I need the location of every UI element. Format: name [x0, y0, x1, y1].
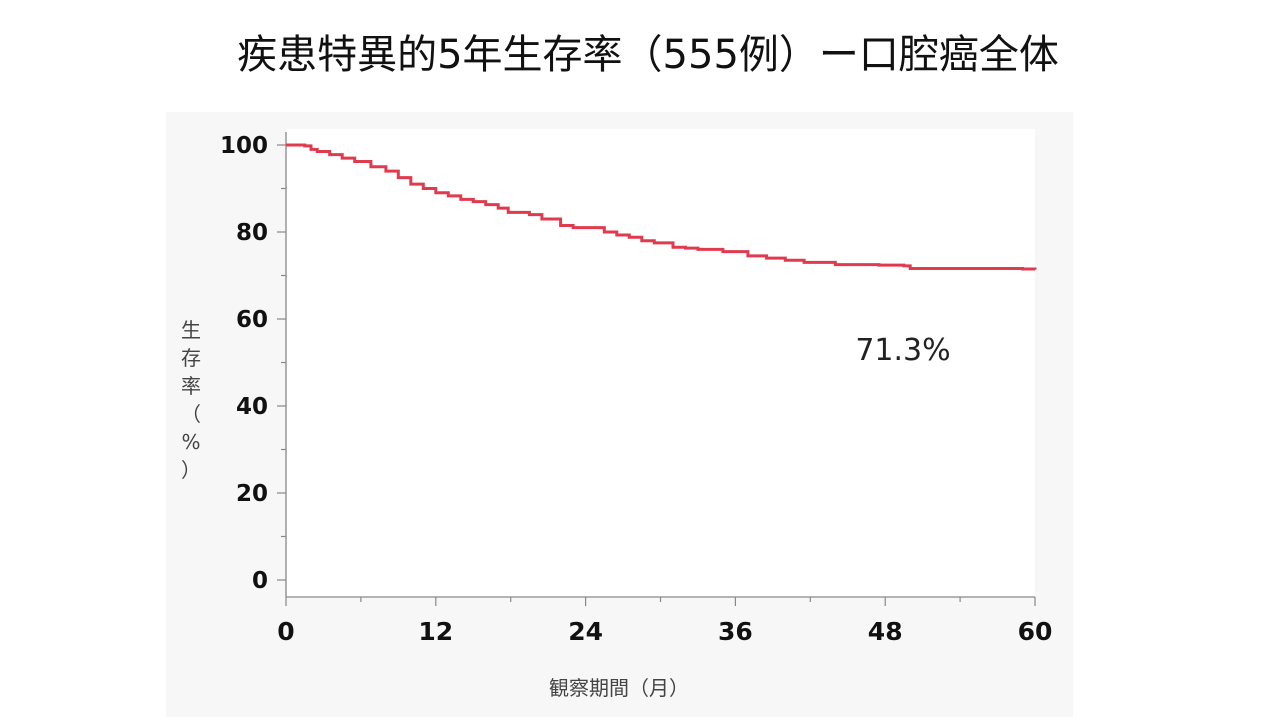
x-tick-label: 48	[868, 617, 903, 646]
survival-chart: 0 20 40 60 80 100 0 12 24 36 48 60 71.3% 観察期間（月） 生…	[181, 129, 1052, 700]
series-layer	[286, 143, 1037, 271]
x-axis-label: 観察期間（月）	[549, 676, 689, 700]
y-axis-label-char: 率	[181, 374, 201, 398]
y-tick-label: 40	[236, 394, 268, 420]
y-tick-label: 20	[236, 481, 268, 507]
x-tick-label: 60	[1018, 617, 1053, 646]
y-axis-label-char: 存	[181, 346, 201, 370]
chart-panel: 0 20 40 60 80 100 0 12 24 36 48 60 71.3% 観察期間（月） 生…	[166, 112, 1073, 717]
x-tick-label: 24	[568, 617, 603, 646]
y-tick-label: 0	[252, 568, 268, 594]
y-tick-label: 80	[236, 220, 268, 246]
final-rate-annotation: 71.3%	[855, 333, 950, 368]
survival-curve	[286, 143, 1037, 271]
y-tick-label: 60	[236, 307, 268, 333]
x-tick-label: 36	[718, 617, 753, 646]
y-axis-label-char: （	[181, 402, 201, 426]
y-axis-label: 生存率 （% ）	[181, 318, 201, 482]
plot-area	[286, 129, 1035, 597]
y-axis-label-char: 生	[181, 318, 201, 342]
y-axis-label-char: ）	[181, 458, 201, 482]
x-tick-label: 12	[418, 617, 453, 646]
axes	[277, 132, 1036, 606]
page-title: 疾患特異的5年生存率（555例）ー口腔癌全体	[237, 32, 1059, 78]
y-tick-label: 100	[220, 133, 268, 159]
y-tick-labels: 0 20 40 60 80 100	[220, 133, 268, 594]
x-tick-labels: 0 12 24 36 48 60	[277, 617, 1052, 646]
x-tick-label: 0	[277, 617, 294, 646]
y-axis-label-char: %	[181, 430, 200, 454]
